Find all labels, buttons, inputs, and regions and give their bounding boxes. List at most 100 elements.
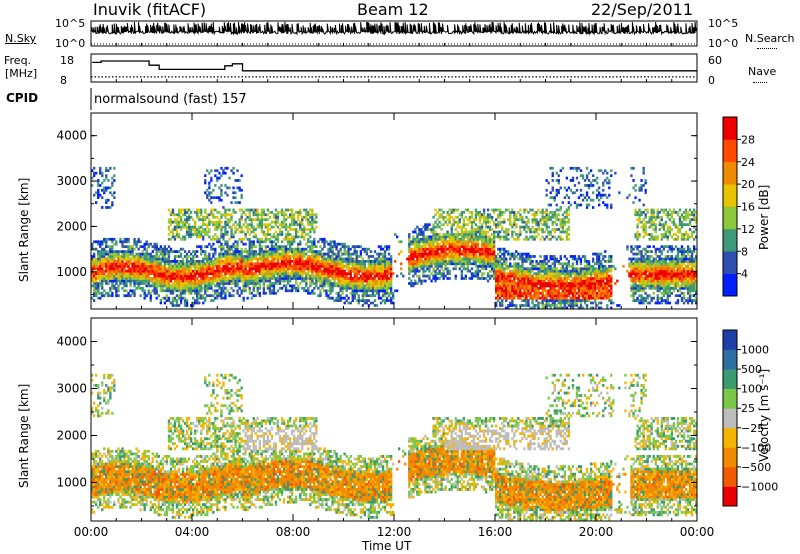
power-cell [474,218,478,222]
power-cell [143,257,146,261]
power-cell [383,301,387,305]
power-cell [472,262,476,266]
power-cell [224,291,227,295]
power-cell [181,257,185,261]
power-cell [236,289,239,293]
power-cell [179,269,183,273]
power-cell [426,242,429,246]
power-cell [472,242,476,246]
power-cell [341,279,344,283]
power-cell [291,289,294,293]
power-cell [270,257,274,261]
power-cell [303,237,306,241]
power-cell [125,264,128,268]
power-cell [343,272,346,276]
power-cell [478,250,482,253]
power-cell [226,282,229,285]
power-cell [224,252,227,256]
power-cell [462,240,466,244]
power-cell [525,284,528,288]
power-cell [533,286,536,290]
power-cell [127,252,130,256]
power-cell [551,235,554,239]
power-cell [551,301,554,305]
power-cell [212,213,215,217]
power-cell [383,262,387,266]
power-cell [501,257,504,261]
power-cell [311,242,314,246]
power-cell [357,269,360,273]
power-cell [450,215,453,219]
power-cell [547,230,550,234]
power-cell [97,242,100,246]
power-cell [531,306,534,310]
power-cell [387,257,391,261]
power-cell [507,277,510,280]
power-cell [523,228,526,231]
power-cell [331,260,334,263]
power-cell [173,289,177,293]
power-cell [228,252,231,256]
power-cell [452,223,455,227]
power-cell [511,230,514,234]
power-cell [163,272,167,276]
power-cell [165,282,169,285]
power-cell [491,257,494,261]
power-cells [91,166,698,310]
power-cell [210,176,213,180]
power-cell [135,245,138,249]
power-cell [499,255,502,258]
power-cell [509,277,512,280]
power-cell [198,215,201,219]
power-cell [260,211,264,214]
power-cell [345,260,348,263]
power-cell [220,262,223,266]
power-cell [196,296,199,300]
power-cell [188,255,191,258]
power-cell [331,267,334,271]
power-cell [248,237,251,241]
power-cell [315,277,318,280]
power-cell [387,267,391,271]
power-cell [190,291,193,295]
power-cell [286,208,290,212]
power-cell [474,269,478,273]
power-cell [383,274,387,278]
power-cell [549,218,552,222]
power-cell [299,269,302,273]
power-cell [547,260,550,263]
power-cell [99,269,102,273]
power-cell [272,260,276,263]
power-cell [337,274,340,278]
power-cell [250,267,253,271]
power-cell [436,257,439,261]
power-cell [472,235,476,239]
power-cell [545,306,548,310]
power-cell [426,262,429,266]
power-cell [206,267,209,271]
power-cell [252,255,255,258]
power-cell [274,230,278,234]
power-cell [426,257,429,261]
power-cell [137,255,140,258]
power-cell [248,274,251,278]
power-cell [101,255,104,258]
power-cell [491,250,494,253]
power-cell [93,174,96,178]
power-cell [129,272,132,276]
power-cell [525,252,528,256]
power-cell [284,260,288,263]
power-cell [515,272,518,276]
power-cell [91,255,94,258]
power-cell [438,213,441,217]
power-cell [323,282,326,285]
power-cell [278,267,282,271]
power-cell [373,267,377,271]
power-cell [297,223,300,227]
power-cell [135,274,138,278]
power-cell [297,262,300,266]
power-cell [545,179,548,182]
power-cell [486,230,490,234]
power-cell [161,284,165,288]
power-cell [185,218,189,222]
